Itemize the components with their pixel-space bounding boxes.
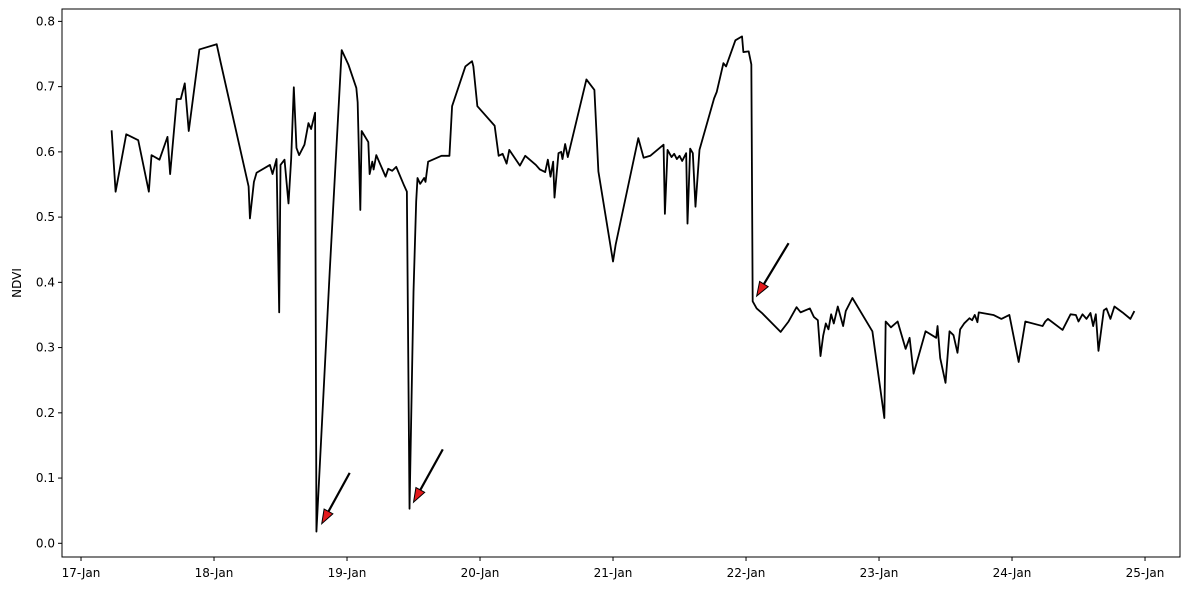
x-tick-label: 23-Jan — [860, 566, 899, 580]
x-tick-label: 19-Jan — [328, 566, 367, 580]
y-tick-label: 0.7 — [36, 80, 55, 94]
data-line — [110, 35, 1136, 533]
y-axis-label: NDVI — [10, 268, 24, 298]
y-tick-label: 0.5 — [36, 210, 55, 224]
y-tick-label: 0.8 — [36, 14, 55, 28]
x-tick-label: 25-Jan — [1126, 566, 1165, 580]
y-tick-label: 0.6 — [36, 145, 55, 159]
x-tick-label: 21-Jan — [594, 566, 633, 580]
plot-frame — [61, 8, 1181, 558]
annotation-arrow-head — [755, 280, 770, 298]
annotation-arrow-head — [321, 508, 334, 526]
annotation-arrow-shaft — [419, 448, 444, 491]
x-tick-label: 22-Jan — [727, 566, 766, 580]
y-tick-label: 0.0 — [36, 536, 55, 550]
x-tick-label: 18-Jan — [195, 566, 234, 580]
y-tick-label: 0.2 — [36, 406, 55, 420]
annotation-arrow-shaft — [762, 242, 790, 285]
annotation-arrow-head — [412, 486, 426, 504]
x-tick-label: 24-Jan — [993, 566, 1032, 580]
x-tick-label: 20-Jan — [461, 566, 500, 580]
y-tick-label: 0.4 — [36, 275, 55, 289]
y-tick-label: 0.1 — [36, 471, 55, 485]
x-tick-label: 17-Jan — [62, 566, 101, 580]
y-tick-label: 0.3 — [36, 341, 55, 355]
annotation-arrow-shaft — [327, 472, 351, 512]
